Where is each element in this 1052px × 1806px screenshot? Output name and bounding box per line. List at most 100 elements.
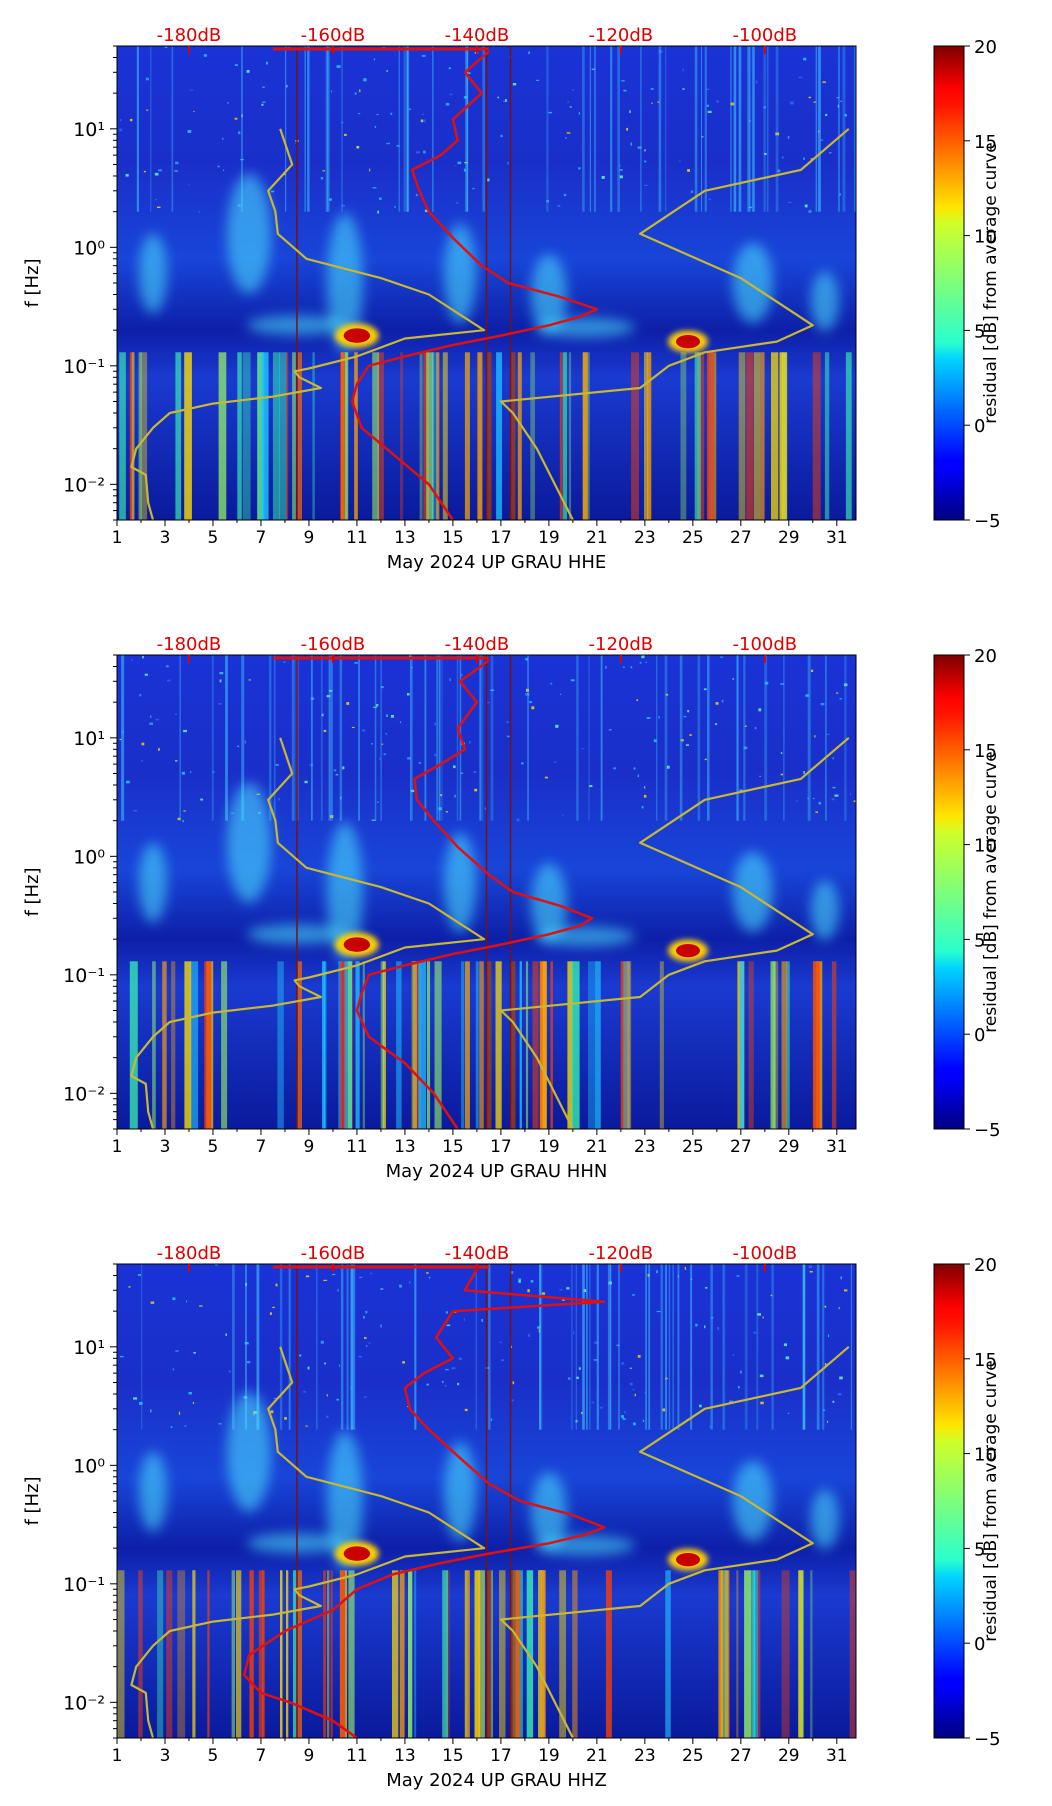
noise-speck <box>836 692 839 694</box>
noise-speck <box>408 1281 411 1284</box>
noise-speck <box>780 773 783 776</box>
hot-spot <box>676 944 700 958</box>
x-tick-label: 25 <box>682 1746 704 1766</box>
signal-streak <box>572 1570 578 1738</box>
signal-streak <box>617 46 620 212</box>
colorbar-label: residual [dB] from average curve <box>981 751 1001 1032</box>
noise-speck <box>805 694 809 697</box>
noise-speck <box>557 204 561 208</box>
noise-speck <box>454 165 456 167</box>
noise-speck <box>227 102 229 104</box>
signal-streak <box>854 46 856 212</box>
signal-streak <box>171 961 176 1129</box>
noise-speck <box>567 101 569 103</box>
signal-streak <box>679 655 683 821</box>
noise-speck <box>710 1317 714 1319</box>
signal-streak <box>786 961 790 1129</box>
noise-speck <box>831 798 835 801</box>
x-tick-label: 17 <box>490 1746 512 1766</box>
noise-speck <box>275 764 279 766</box>
y-axis-label: f [Hz] <box>22 867 43 916</box>
signal-streak <box>325 46 328 212</box>
signal-streak <box>627 961 631 1129</box>
noise-speck <box>119 1355 124 1358</box>
noise-speck <box>699 1404 702 1408</box>
haze-blob <box>732 243 773 323</box>
signal-streak <box>237 352 242 520</box>
noise-speck <box>512 1381 515 1385</box>
db-axis-label: -100dB <box>733 634 798 655</box>
noise-speck <box>623 89 627 92</box>
noise-speck <box>683 715 687 718</box>
noise-speck <box>189 89 193 91</box>
noise-speck <box>170 1426 173 1428</box>
noise-speck <box>814 735 816 738</box>
x-tick-label: 19 <box>538 1746 560 1766</box>
noise-speck <box>705 88 710 90</box>
noise-speck <box>578 167 581 170</box>
signal-streak <box>150 46 152 212</box>
noise-speck <box>824 1363 827 1366</box>
noise-speck <box>420 119 424 123</box>
noise-speck <box>803 771 805 774</box>
x-tick-label: 31 <box>826 1137 848 1157</box>
noise-speck <box>704 758 707 761</box>
signal-streak <box>575 1264 577 1430</box>
noise-speck <box>798 76 803 79</box>
hot-spot <box>676 1553 700 1567</box>
noise-speck <box>399 721 402 724</box>
signal-streak <box>311 655 313 821</box>
noise-speck <box>187 130 192 133</box>
noise-speck <box>629 110 631 113</box>
noise-speck <box>811 669 814 672</box>
noise-speck <box>644 1391 646 1394</box>
signal-streak <box>438 655 441 821</box>
haze-blob <box>732 852 773 932</box>
colorbar-tick-label: 0 <box>974 1025 985 1046</box>
noise-speck <box>428 1276 431 1279</box>
noise-speck <box>386 142 390 145</box>
x-tick-label: 3 <box>160 1137 171 1157</box>
noise-speck <box>474 788 478 792</box>
noise-speck <box>678 160 681 162</box>
noise-speck <box>175 760 178 762</box>
signal-streak <box>179 655 181 821</box>
noise-speck <box>501 1359 504 1362</box>
signal-streak <box>730 46 732 212</box>
noise-speck <box>583 1289 587 1292</box>
haze-blob <box>534 926 635 947</box>
signal-streak <box>192 1570 196 1738</box>
noise-speck <box>546 200 550 203</box>
signal-streak <box>707 655 710 821</box>
noise-speck <box>531 706 535 710</box>
noise-speck <box>372 187 377 189</box>
noise-speck <box>544 776 548 779</box>
noise-speck <box>536 79 540 81</box>
signal-streak <box>568 352 572 520</box>
x-tick-label: 7 <box>256 528 267 548</box>
signal-streak <box>519 961 522 1129</box>
intense-streak <box>510 352 516 520</box>
average-noise-curve <box>350 50 599 520</box>
noise-speck <box>567 1377 571 1380</box>
noise-speck <box>644 149 646 152</box>
signal-streak <box>850 1264 852 1430</box>
signal-streak <box>432 46 434 212</box>
noise-speck <box>351 726 355 728</box>
noise-speck <box>133 810 138 812</box>
noise-speck <box>578 112 580 115</box>
db-axis-label: -120dB <box>589 25 654 46</box>
signal-streak <box>330 1570 333 1738</box>
noise-speck <box>621 1362 624 1365</box>
noise-speck <box>363 1315 365 1319</box>
signal-streak <box>550 961 553 1129</box>
signal-streak <box>496 352 502 520</box>
signal-streak <box>690 1264 693 1430</box>
x-tick-label: 13 <box>394 1746 416 1766</box>
noise-speck <box>446 1324 451 1327</box>
noise-speck <box>790 101 794 105</box>
noise-speck <box>566 1287 570 1290</box>
signal-streak <box>256 1264 260 1430</box>
signal-streak <box>770 961 776 1129</box>
